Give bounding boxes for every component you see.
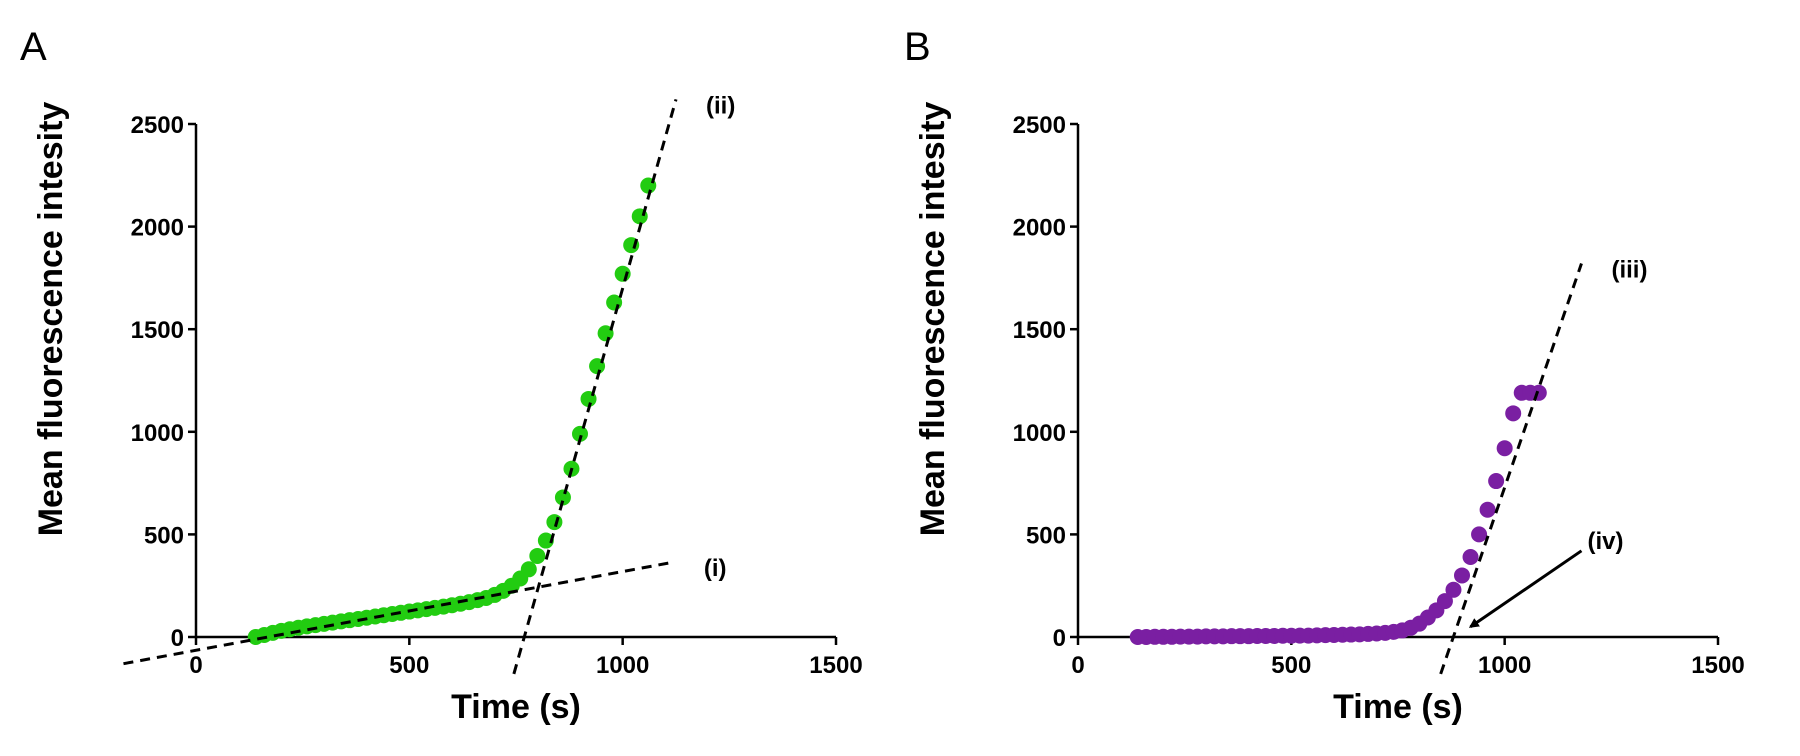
p0-fit-line-label: (ii)	[706, 92, 735, 119]
p1-annotation-arrow	[1468, 549, 1583, 628]
p0-data-point	[546, 514, 563, 531]
y-axis-title-a: Mean fluorescence intesity	[32, 102, 70, 537]
p1-data-point	[1496, 440, 1513, 457]
p1-x-tick-label: 1000	[1478, 652, 1531, 679]
p0-x-tick-label: 1500	[809, 652, 862, 679]
p1-data-point	[1479, 501, 1496, 518]
p0-x-tick-label: 1000	[596, 652, 649, 679]
p1-y-tick-label: 1000	[1013, 420, 1066, 447]
p0-y-tick-label: 1000	[131, 420, 184, 447]
p0-y-tick-label: 2500	[131, 112, 184, 139]
p1-data-point	[1530, 384, 1547, 401]
p0-data-point	[572, 425, 588, 442]
y-axis-title-b: Mean fluorescence intesity	[914, 102, 952, 537]
plot-a: 0 500 1000 1500 0 500 1000 1500 2000 2500 (i) (ii)	[123, 92, 863, 679]
p1-y-tick-label: 0	[1053, 625, 1066, 652]
p1-data-point	[1462, 548, 1479, 565]
p0-data-point	[529, 547, 546, 564]
p1-fit-line-label: (iii)	[1611, 257, 1647, 284]
p1-y-tick-label: 2000	[1013, 215, 1066, 242]
p1-data-point	[1471, 526, 1488, 543]
x-axis-title-b: Time (s)	[1333, 688, 1463, 726]
p0-y-tick-label: 0	[171, 625, 184, 652]
p1-x-tick-label: 0	[1071, 652, 1084, 679]
p1-data-point	[1436, 593, 1453, 610]
panel-a: A 0 500 1000 1500 0 500 1000 1500 2000 2500 (i) (ii…	[20, 25, 863, 726]
p0-x-tick-label: 500	[389, 652, 429, 679]
p1-x-tick-label: 1500	[1691, 652, 1744, 679]
p0-data-point	[520, 561, 537, 578]
p0-y-tick-label: 1500	[131, 317, 184, 344]
p0-data-point	[554, 489, 571, 506]
p0-x-tick-label: 0	[189, 652, 202, 679]
panel-label-b: B	[904, 25, 931, 69]
p1-annotation-label: (iv)	[1587, 528, 1623, 555]
p0-fit-line-label: (i)	[704, 555, 727, 582]
p1-data-point	[1505, 405, 1522, 422]
p0-data-point	[537, 532, 554, 549]
p1-data-point	[1445, 581, 1462, 598]
p1-y-tick-label: 2500	[1013, 112, 1066, 139]
x-axis-title-a: Time (s)	[451, 688, 581, 726]
p1-data-point	[1454, 567, 1470, 584]
p1-y-tick-label: 500	[1026, 522, 1066, 549]
plot-b: 0 500 1000 1500 0 500 1000 1500 2000 2500 (iii) (iv…	[1013, 112, 1745, 679]
panel-label-a: A	[20, 25, 47, 69]
p0-fit-line	[123, 560, 675, 666]
p0-fit-line	[512, 98, 678, 675]
p0-y-tick-label: 500	[144, 522, 184, 549]
p1-x-tick-label: 500	[1271, 652, 1311, 679]
p1-y-tick-label: 1500	[1013, 317, 1066, 344]
p1-fit-line	[1439, 263, 1583, 675]
p1-data-point	[1488, 473, 1505, 490]
p0-y-tick-label: 2000	[131, 215, 184, 242]
panel-b: B 0 500 1000 1500 0 500 1000 1500 2000 2500 (iii) (…	[904, 25, 1745, 726]
